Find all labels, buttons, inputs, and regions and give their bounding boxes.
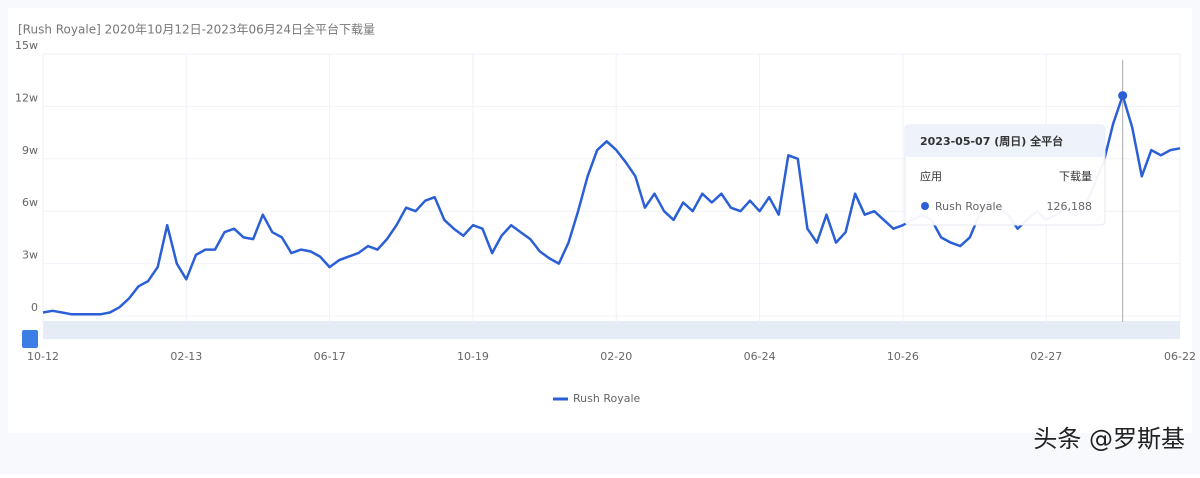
y-tick-label: 0 xyxy=(31,301,38,314)
x-tick-label: 06-22 xyxy=(1164,350,1196,363)
x-tick-label: 02-13 xyxy=(170,350,202,363)
tooltip-col-value: 下载量 xyxy=(1059,170,1092,183)
x-tick-label: 02-27 xyxy=(1030,350,1062,363)
x-tick-label: 02-20 xyxy=(600,350,632,363)
tooltip-col-app: 应用 xyxy=(920,169,942,183)
tooltip-title: 2023-05-07 (周日) 全平台 xyxy=(920,134,1063,148)
x-tick-label: 06-24 xyxy=(744,350,776,363)
x-tick-label: 06-17 xyxy=(314,350,346,363)
y-tick-label: 9w xyxy=(22,144,38,157)
tooltip-dot xyxy=(921,202,929,210)
chart-title: [Rush Royale] 2020年10月12日-2023年06月24日全平台… xyxy=(18,22,375,37)
hover-point xyxy=(1118,91,1128,101)
slider-handle[interactable] xyxy=(22,330,38,348)
x-tick-label: 10-26 xyxy=(887,350,919,363)
tooltip-header-bg xyxy=(905,125,1105,157)
y-tick-label: 12w xyxy=(15,91,38,104)
x-tick-label: 10-12 xyxy=(27,350,59,363)
tooltip-series: Rush Royale xyxy=(935,200,1003,213)
tooltip-value: 126,188 xyxy=(1047,200,1093,213)
watermark: 头条 @罗斯基 xyxy=(1033,425,1185,453)
y-tick-label: 6w xyxy=(22,196,38,209)
y-tick-label: 15w xyxy=(15,39,38,52)
legend-label: Rush Royale xyxy=(573,392,641,405)
y-tick-label: 3w xyxy=(22,249,38,262)
x-tick-label: 10-19 xyxy=(457,350,489,363)
